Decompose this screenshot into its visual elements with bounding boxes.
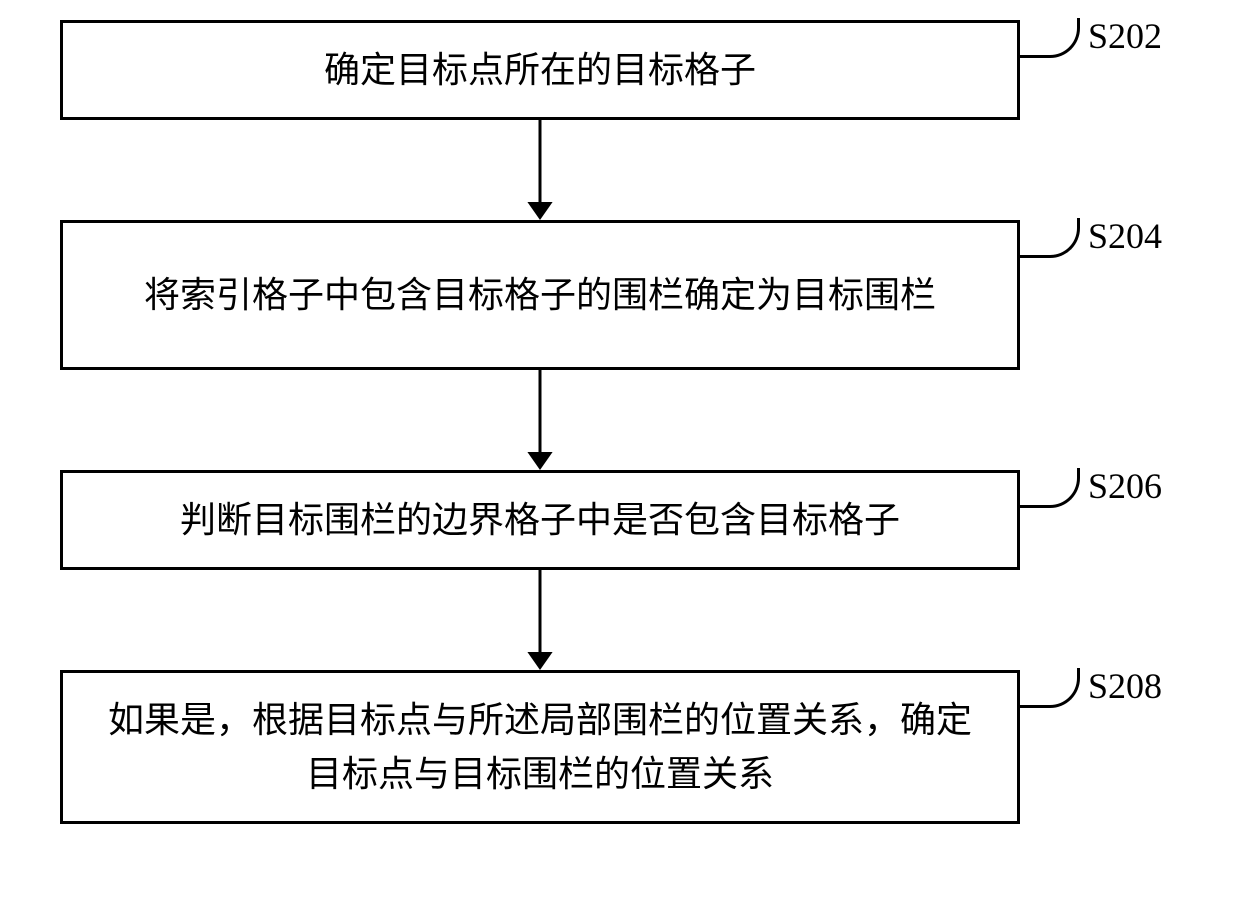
step-text: 判断目标围栏的边界格子中是否包含目标格子 — [180, 493, 900, 547]
step-id-label: S204 — [1088, 215, 1162, 257]
step-text: 确定目标点所在的目标格子 — [324, 43, 756, 97]
flowchart-arrow — [60, 370, 1020, 470]
step-row: 确定目标点所在的目标格子 S202 — [60, 20, 1180, 120]
step-label-group: S204 — [1020, 220, 1162, 260]
step-row: 将索引格子中包含目标格子的围栏确定为目标围栏 S204 — [60, 220, 1180, 370]
label-bracket — [1020, 18, 1080, 58]
flowchart-step: 确定目标点所在的目标格子 — [60, 20, 1020, 120]
flowchart-arrow — [60, 570, 1020, 670]
flowchart-step: 将索引格子中包含目标格子的围栏确定为目标围栏 — [60, 220, 1020, 370]
step-label-group: S206 — [1020, 470, 1162, 510]
step-text: 将索引格子中包含目标格子的围栏确定为目标围栏 — [144, 268, 936, 322]
flowchart-arrow — [60, 120, 1020, 220]
flowchart-step: 如果是，根据目标点与所述局部围栏的位置关系，确定目标点与目标围栏的位置关系 — [60, 670, 1020, 824]
step-label-group: S202 — [1020, 20, 1162, 60]
step-id-label: S206 — [1088, 465, 1162, 507]
label-bracket — [1020, 218, 1080, 258]
step-row: 判断目标围栏的边界格子中是否包含目标格子 S206 — [60, 470, 1180, 570]
flowchart-container: 确定目标点所在的目标格子 S202 将索引格子中包含目标格子的围栏确定为目标围栏 S2… — [60, 20, 1180, 824]
flowchart-step: 判断目标围栏的边界格子中是否包含目标格子 — [60, 470, 1020, 570]
step-row: 如果是，根据目标点与所述局部围栏的位置关系，确定目标点与目标围栏的位置关系 S20… — [60, 670, 1180, 824]
step-text: 如果是，根据目标点与所述局部围栏的位置关系，确定目标点与目标围栏的位置关系 — [93, 693, 987, 801]
step-id-label: S202 — [1088, 15, 1162, 57]
step-id-label: S208 — [1088, 665, 1162, 707]
label-bracket — [1020, 468, 1080, 508]
label-bracket — [1020, 668, 1080, 708]
step-label-group: S208 — [1020, 670, 1162, 710]
